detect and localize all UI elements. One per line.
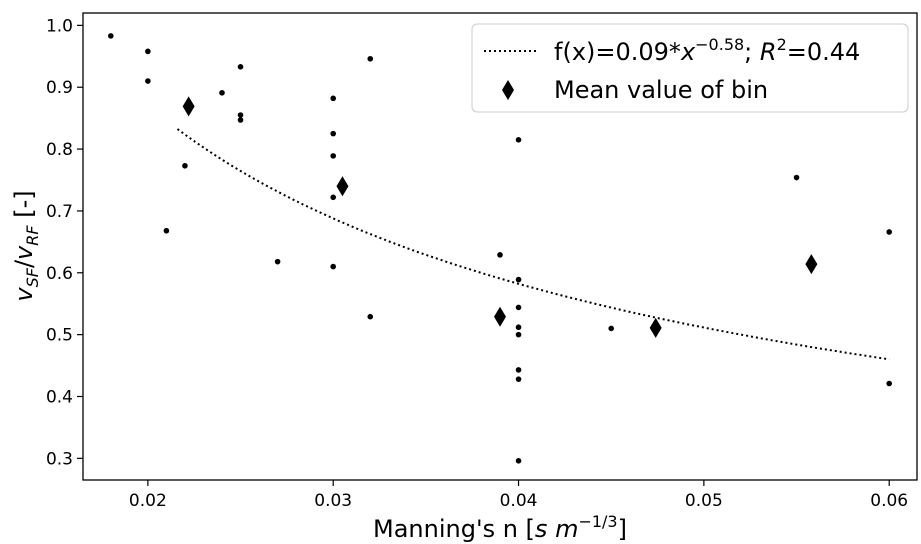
bin-mean-point <box>336 176 349 197</box>
y-axis-ticks: 0.3 0.4 0.5 0.6 0.7 0.8 0.9 1.0 <box>46 16 83 469</box>
observation-point <box>515 276 522 283</box>
y-axis-label: vSF/vRF [-] <box>10 190 42 301</box>
legend-fit-label: f(x)=0.09*x−0.58; R2=0.44 <box>554 35 860 66</box>
legend-box <box>471 23 909 113</box>
legend-diamond-swatch <box>502 80 514 100</box>
x-axis-label: Manning's n [s m−1/3] <box>373 512 627 543</box>
observation-point <box>330 130 337 137</box>
bin-mean-point <box>805 254 818 275</box>
observation-point <box>219 89 225 96</box>
observation-point <box>367 55 374 62</box>
x-tick-label: 0.02 <box>129 491 167 511</box>
x-tick-label: 0.06 <box>870 491 908 511</box>
observation-point <box>515 458 522 464</box>
y-tick-label: 0.7 <box>46 202 73 222</box>
observation-point <box>108 33 114 39</box>
observation-point <box>515 137 522 143</box>
observation-points <box>108 33 892 464</box>
bin-mean-point <box>649 317 662 338</box>
y-tick-label: 0.3 <box>46 449 73 469</box>
y-tick-label: 0.8 <box>46 140 73 160</box>
observation-point <box>608 325 614 332</box>
observation-point <box>330 194 337 201</box>
bin-mean-points <box>182 96 818 338</box>
observation-point <box>237 112 244 118</box>
observation-point <box>237 117 244 123</box>
observation-point <box>145 78 151 84</box>
y-tick-label: 0.9 <box>46 78 73 98</box>
x-tick-label: 0.04 <box>500 491 538 511</box>
plot-area <box>82 12 918 481</box>
fit-curve <box>176 128 890 361</box>
bin-mean-point <box>182 96 195 117</box>
observation-point <box>497 252 503 258</box>
y-tick-label: 0.6 <box>46 264 73 284</box>
observation-point <box>515 324 522 331</box>
legend: f(x)=0.09*x−0.58; R2=0.44 Mean value of … <box>471 23 909 113</box>
observation-point <box>886 380 892 387</box>
observation-point <box>515 304 522 311</box>
observation-point <box>163 227 170 234</box>
observation-point <box>330 95 337 102</box>
observation-point <box>515 331 522 338</box>
y-tick-label: 0.4 <box>46 387 73 407</box>
observation-point <box>330 263 337 270</box>
observation-point <box>515 376 522 382</box>
observation-point <box>182 162 188 169</box>
observation-point <box>237 64 244 70</box>
y-tick-label: 0.5 <box>46 326 73 346</box>
bin-mean-point <box>494 306 506 327</box>
fit-curve-layer <box>176 128 890 361</box>
x-tick-label: 0.03 <box>314 491 352 511</box>
legend-mean-label: Mean value of bin <box>554 76 768 104</box>
x-axis-ticks: 0.02 0.03 0.04 0.05 0.06 <box>129 480 908 511</box>
observation-point <box>886 229 892 235</box>
observation-point <box>367 313 374 320</box>
observation-point <box>274 258 281 265</box>
observation-point <box>330 153 337 159</box>
observation-point <box>515 367 522 373</box>
y-tick-label: 1.0 <box>46 16 73 36</box>
observation-point <box>145 48 151 55</box>
x-tick-label: 0.05 <box>685 491 723 511</box>
observation-point <box>793 174 800 181</box>
